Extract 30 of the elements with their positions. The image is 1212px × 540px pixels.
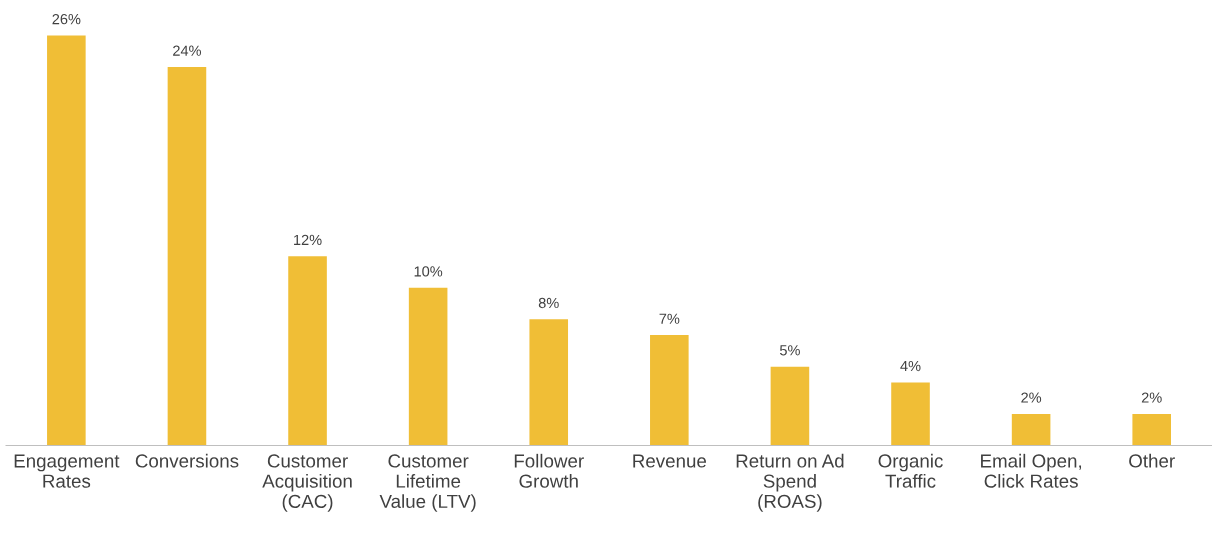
bar: [650, 335, 689, 446]
bar: [167, 67, 207, 446]
x-tick-label: Conversions: [135, 453, 239, 468]
data-label: 5%: [779, 345, 800, 356]
x-tick-label: Revenue: [633, 454, 707, 468]
bar: [891, 382, 930, 446]
data-label: 26%: [52, 13, 81, 25]
x-tick-label: Customer Lifetime Value (LTV): [379, 454, 476, 512]
bar: [408, 287, 448, 446]
x-tick-label: Email Open, Click Rates: [981, 453, 1082, 488]
bar: [770, 366, 810, 446]
data-label: 2%: [1021, 392, 1042, 403]
data-label: 4%: [900, 360, 921, 372]
data-label: 7%: [659, 313, 680, 324]
bar: [1011, 413, 1051, 446]
data-label: 2%: [1141, 392, 1162, 403]
x-tick-label: Follower Growth: [514, 453, 584, 488]
bar: [47, 35, 86, 446]
data-label: 10%: [414, 266, 443, 277]
x-tick-label: Other: [1129, 453, 1175, 468]
bar: [529, 319, 569, 446]
x-tick-label: Customer Acquisition (CAC): [262, 454, 352, 512]
data-label: 24%: [173, 45, 202, 56]
data-label: 8%: [538, 297, 559, 309]
x-tick-label: Return on Ad Spend (ROAS): [736, 453, 844, 512]
bar: [288, 256, 327, 446]
bar: [1132, 413, 1171, 446]
data-label: 12%: [294, 234, 322, 245]
x-tick-label: Engagement Rates: [14, 454, 120, 488]
x-tick-label: Organic Traffic: [878, 453, 943, 488]
